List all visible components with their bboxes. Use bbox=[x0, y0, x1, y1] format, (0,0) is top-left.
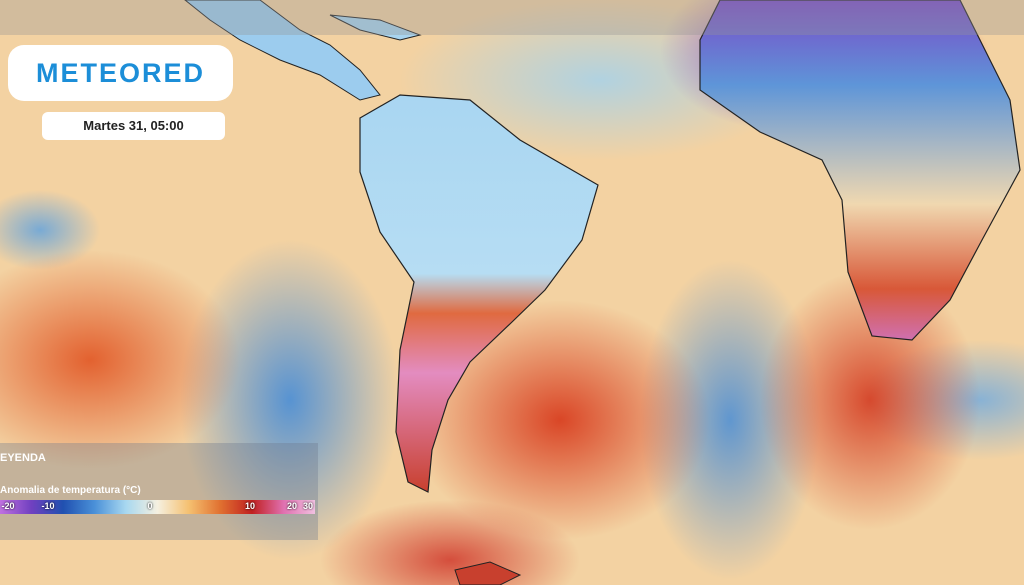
color-bar bbox=[0, 500, 315, 514]
legend-tick: -20 bbox=[1, 501, 15, 511]
caribbean bbox=[329, 14, 422, 41]
logo[interactable]: METEORED bbox=[8, 45, 233, 101]
date-label: Martes 31, 05:00 bbox=[42, 112, 225, 140]
legend-tick: 30 bbox=[302, 501, 314, 511]
antarctic-islands bbox=[454, 561, 522, 585]
central-america bbox=[184, 0, 381, 101]
south-america bbox=[359, 94, 599, 493]
legend-label: Anomalia de temperatura (°C) bbox=[0, 485, 141, 496]
africa bbox=[699, 0, 1021, 341]
legend-tick: 10 bbox=[244, 501, 256, 511]
legend-tick: 0 bbox=[147, 501, 153, 511]
legend-tick: 20 bbox=[286, 501, 298, 511]
top-bar bbox=[0, 0, 1024, 35]
legend-title: EYENDA bbox=[0, 452, 46, 464]
legend: EYENDA Anomalia de temperatura (°C) -20 -… bbox=[0, 443, 318, 540]
legend-tick: -10 bbox=[41, 501, 55, 511]
